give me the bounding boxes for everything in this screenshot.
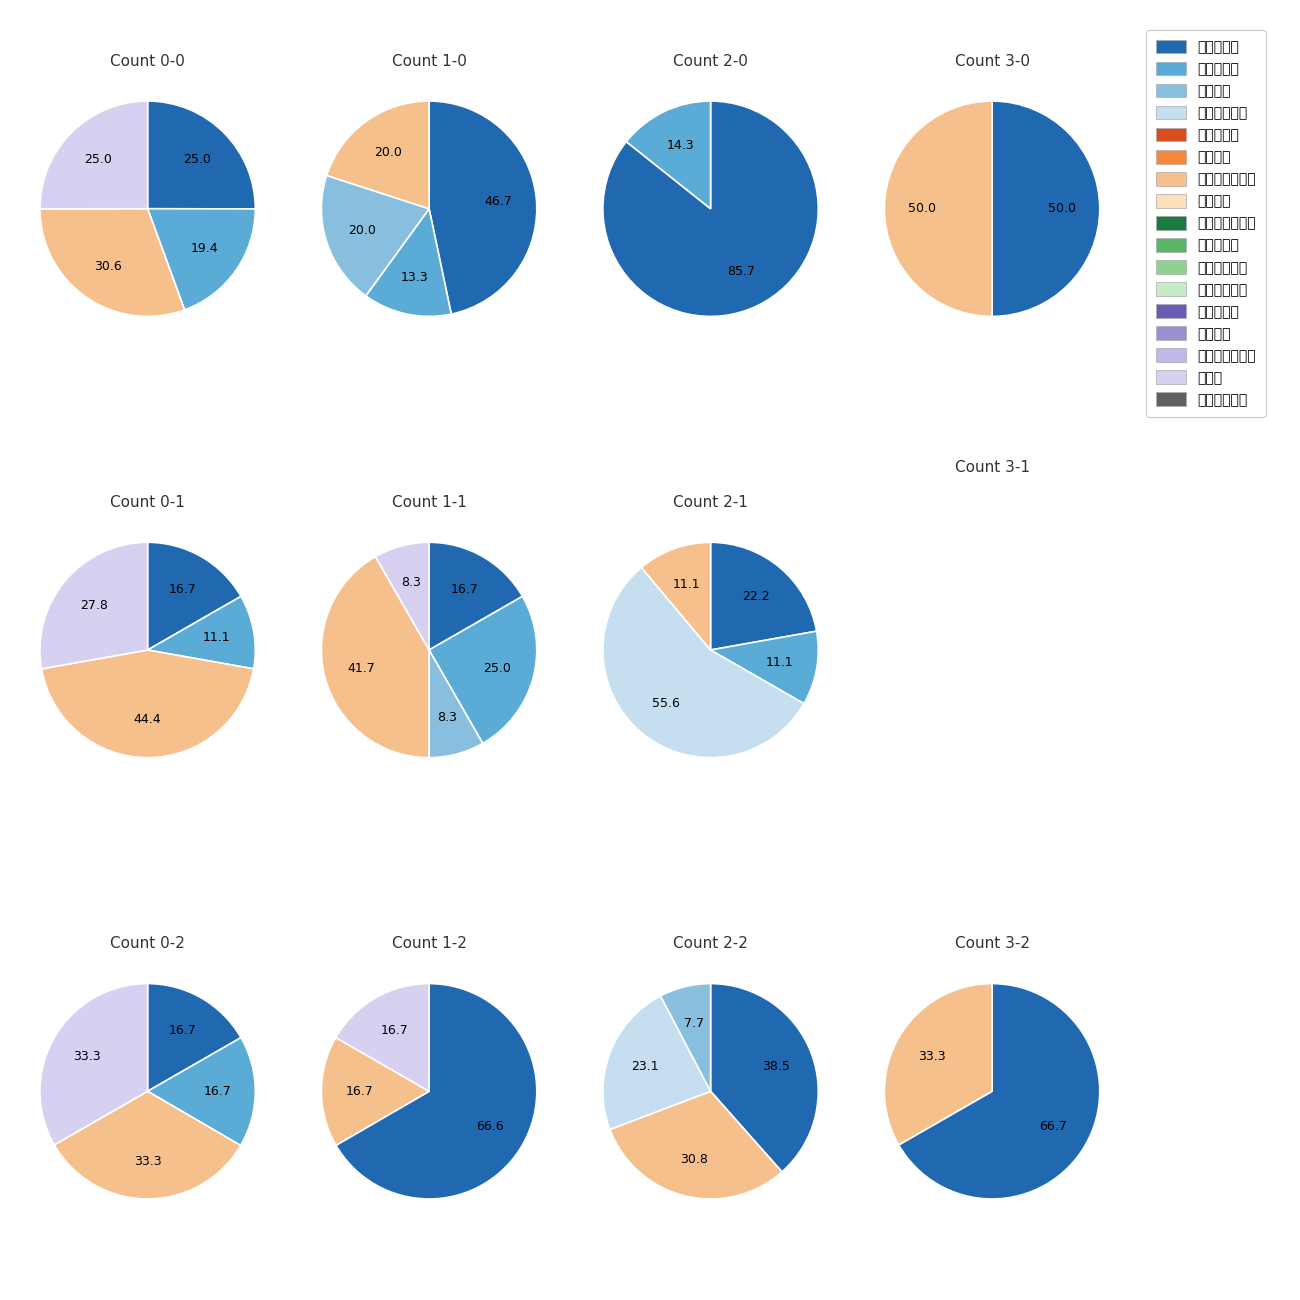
Text: 30.8: 30.8: [680, 1153, 707, 1166]
Wedge shape: [429, 597, 537, 744]
Text: 66.7: 66.7: [1039, 1119, 1066, 1132]
Title: Count 2-1: Count 2-1: [673, 495, 747, 510]
Text: 33.3: 33.3: [918, 1049, 945, 1062]
Text: 11.1: 11.1: [673, 577, 701, 590]
Wedge shape: [603, 101, 818, 316]
Text: 25.0: 25.0: [482, 662, 511, 675]
Wedge shape: [321, 1037, 429, 1145]
Text: 14.3: 14.3: [667, 139, 694, 152]
Wedge shape: [898, 984, 1100, 1199]
Wedge shape: [321, 176, 429, 296]
Title: Count 3-1: Count 3-1: [954, 460, 1030, 474]
Wedge shape: [365, 209, 451, 316]
Text: 8.3: 8.3: [402, 576, 421, 589]
Text: 25.0: 25.0: [84, 153, 112, 166]
Text: 23.1: 23.1: [632, 1060, 659, 1072]
Wedge shape: [711, 542, 816, 650]
Text: 11.1: 11.1: [203, 632, 230, 645]
Wedge shape: [429, 542, 523, 650]
Title: Count 1-1: Count 1-1: [391, 495, 467, 510]
Wedge shape: [660, 984, 711, 1091]
Wedge shape: [429, 101, 537, 315]
Text: 22.2: 22.2: [742, 590, 770, 603]
Text: 16.7: 16.7: [380, 1024, 408, 1037]
Text: 44.4: 44.4: [134, 714, 161, 727]
Text: 11.1: 11.1: [766, 655, 793, 668]
Wedge shape: [40, 101, 148, 209]
Wedge shape: [711, 984, 818, 1171]
Text: 66.6: 66.6: [476, 1119, 503, 1132]
Text: 16.7: 16.7: [450, 582, 478, 595]
Wedge shape: [40, 209, 185, 316]
Text: 20.0: 20.0: [374, 146, 402, 159]
Wedge shape: [335, 984, 537, 1199]
Title: Count 0-0: Count 0-0: [111, 53, 185, 69]
Text: 50.0: 50.0: [1048, 203, 1076, 216]
Title: Count 2-0: Count 2-0: [673, 53, 747, 69]
Legend: ストレート, ツーシーム, シュート, カットボール, スプリット, フォーク, チェンジアップ, シンカー, 高速スライダー, スライダー, 縦スライダー, : ストレート, ツーシーム, シュート, カットボール, スプリット, フォーク,…: [1145, 30, 1266, 416]
Text: 16.7: 16.7: [169, 582, 196, 595]
Text: 50.0: 50.0: [909, 203, 936, 216]
Title: Count 0-1: Count 0-1: [111, 495, 185, 510]
Wedge shape: [55, 1091, 240, 1199]
Text: 33.3: 33.3: [134, 1154, 161, 1167]
Title: Count 2-2: Count 2-2: [673, 936, 747, 952]
Wedge shape: [148, 597, 255, 668]
Title: Count 0-2: Count 0-2: [111, 936, 185, 952]
Text: 16.7: 16.7: [346, 1086, 373, 1098]
Text: 41.7: 41.7: [347, 662, 376, 675]
Title: Count 1-2: Count 1-2: [391, 936, 467, 952]
Text: 13.3: 13.3: [400, 270, 428, 283]
Wedge shape: [376, 542, 429, 650]
Text: 46.7: 46.7: [485, 195, 512, 208]
Wedge shape: [148, 984, 240, 1091]
Text: 38.5: 38.5: [762, 1060, 790, 1072]
Wedge shape: [603, 568, 803, 758]
Text: 33.3: 33.3: [73, 1049, 101, 1062]
Wedge shape: [148, 542, 240, 650]
Wedge shape: [335, 984, 429, 1091]
Text: 20.0: 20.0: [348, 224, 377, 237]
Text: 25.0: 25.0: [183, 153, 211, 166]
Wedge shape: [884, 101, 992, 316]
Wedge shape: [992, 101, 1100, 316]
Wedge shape: [42, 650, 254, 758]
Wedge shape: [40, 542, 148, 668]
Wedge shape: [610, 1091, 783, 1199]
Text: 55.6: 55.6: [651, 697, 680, 710]
Wedge shape: [884, 984, 992, 1145]
Title: Count 3-0: Count 3-0: [954, 53, 1030, 69]
Wedge shape: [326, 101, 429, 209]
Title: Count 3-2: Count 3-2: [954, 936, 1030, 952]
Text: 7.7: 7.7: [684, 1017, 703, 1030]
Title: Count 1-0: Count 1-0: [391, 53, 467, 69]
Wedge shape: [641, 542, 711, 650]
Text: 30.6: 30.6: [94, 260, 121, 273]
Wedge shape: [148, 101, 255, 209]
Wedge shape: [711, 632, 818, 703]
Wedge shape: [148, 209, 255, 309]
Wedge shape: [429, 650, 482, 758]
Text: 16.7: 16.7: [169, 1024, 196, 1037]
Wedge shape: [603, 996, 711, 1130]
Wedge shape: [627, 101, 711, 209]
Text: 85.7: 85.7: [727, 265, 755, 278]
Text: 8.3: 8.3: [437, 711, 458, 724]
Wedge shape: [321, 556, 429, 758]
Wedge shape: [148, 1037, 255, 1145]
Text: 16.7: 16.7: [204, 1086, 231, 1098]
Text: 19.4: 19.4: [191, 242, 218, 255]
Wedge shape: [40, 984, 148, 1145]
Text: 27.8: 27.8: [81, 598, 108, 611]
